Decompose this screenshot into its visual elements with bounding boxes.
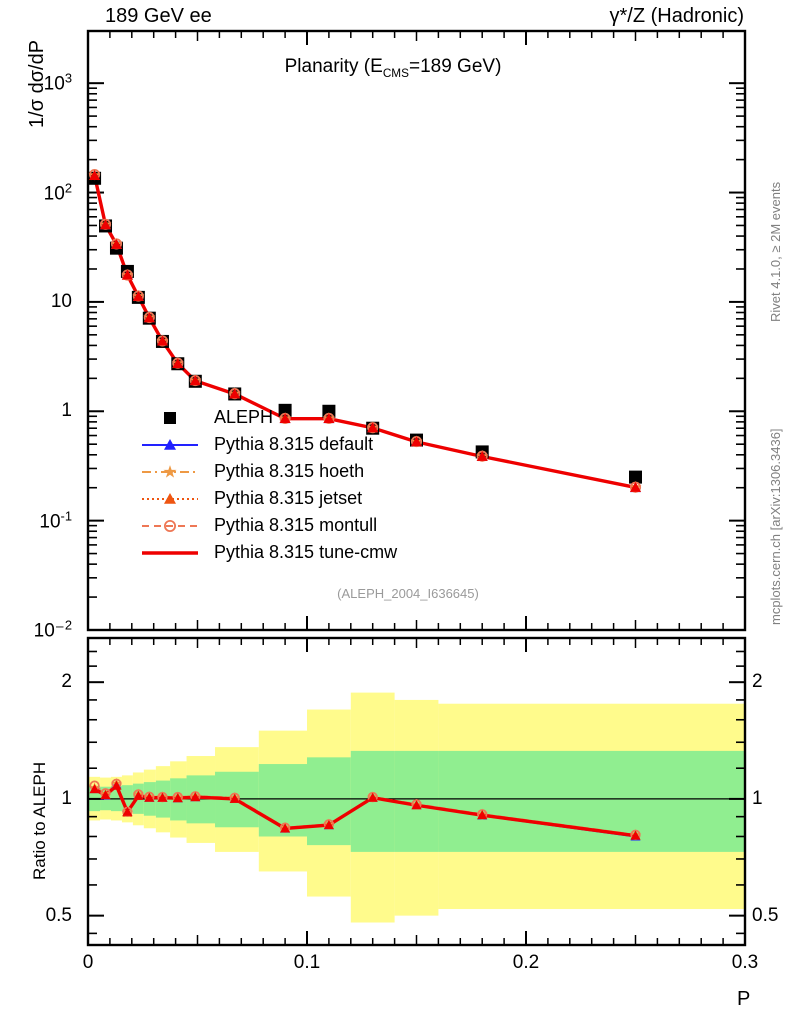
marker-triangle [367,792,378,802]
header-right-process: γ*/Z (Hadronic) [609,5,744,27]
x-axis-label: P [737,988,751,1010]
marker-triangle [110,238,122,249]
y-tick-label-ratio-left: 1 [61,787,72,809]
title-subscript: CMS [382,66,409,80]
y-tick-label-ratio-right: 2 [752,671,763,693]
legend-label: Pythia 8.315 default [214,434,374,454]
legend-item[interactable]: Pythia 8.315 hoeth [140,458,397,485]
marker-triangle [172,793,183,803]
x-tick-label: 0.3 [731,952,759,973]
legend-label: Pythia 8.315 jetset [214,488,363,508]
marker-triangle [279,413,291,424]
legend-label: Pythia 8.315 tune-cmw [214,542,398,562]
marker-triangle [164,492,176,504]
legend-item[interactable]: Pythia 8.315 jetset [140,485,397,512]
marker-square [164,411,176,424]
marker-triangle [164,438,176,450]
marker-square [278,403,292,417]
marker-triangle [157,792,168,802]
marker-triangle [100,219,112,230]
marker-star [163,464,177,478]
legend-key-icon [140,516,200,536]
data-curves [92,174,636,838]
marker-square [629,470,642,484]
inner-uncertainty-band [438,750,526,852]
marker-triangle [229,793,240,803]
legend-key-icon [140,435,200,455]
marker-triangle [630,481,641,492]
marker-triangle [411,436,422,447]
marker-triangle [367,422,379,433]
legend-label: Pythia 8.315 montull [214,515,378,535]
marker-triangle [476,450,488,461]
y-tick-label-main: 1 [61,400,72,422]
legend-key-icon [140,489,200,509]
marker-triangle [172,358,184,368]
y-tick-label-main: 10-1 [39,507,72,533]
legend-label: Pythia 8.315 hoeth [214,461,365,481]
title-main: Planarity (E [284,56,383,77]
rivet-version-label: Rivet 4.1.0, ≥ 2M events [768,181,783,322]
legend-key-icon [140,543,200,563]
y-tick-label-main: 10⁻2 [33,617,72,642]
marker-triangle [143,312,155,323]
legend-key-icon [140,462,200,482]
marker-triangle [132,291,144,301]
marker-triangle [156,335,168,346]
inner-uncertainty-band [307,757,351,846]
analysis-watermark: (ALEPH_2004_I636645) [337,586,479,601]
y-tick-label-main: 103 [43,70,72,95]
y-axis-label-ratio: Ratio to ALEPH [30,761,49,880]
legend-item[interactable]: Pythia 8.315 default [140,431,397,458]
marker-circle [163,519,176,532]
marker-triangle [323,413,335,424]
legend-item[interactable]: Pythia 8.315 montull [140,512,397,539]
legend-item[interactable]: Pythia 8.315 tune-cmw [140,539,397,566]
legend: ALEPH Pythia 8.315 default Pythia 8.315 ho… [140,404,397,566]
y-tick-label-ratio-right: 0.5 [752,904,779,926]
marker-triangle [477,810,488,820]
y-tick-label-ratio-left: 0.5 [45,904,72,926]
page-title: Planarity (ECMS=189 GeV) [285,56,502,80]
marker-triangle [190,792,201,802]
x-tick-label: 0.1 [293,952,321,973]
marker-triangle [89,784,100,794]
marker-triangle [144,792,155,802]
marker-triangle [121,269,133,280]
marker-triangle [411,800,422,810]
axis-ticks [87,31,746,945]
marker-triangle [280,823,291,833]
marker-triangle [100,790,111,800]
ratio-series-line [93,784,636,838]
y-tick-label-main: 102 [43,179,72,205]
marker-triangle [133,790,144,800]
data-markers [88,168,642,841]
marker-triangle [323,820,334,830]
legend-label: ALEPH [214,407,274,427]
title-tail: =189 GeV) [408,56,502,77]
y-tick-label-main: 10 [50,290,72,312]
marker-triangle [229,388,241,399]
marker-triangle [122,806,133,816]
x-tick-label: 0 [82,952,94,973]
marker-triangle [630,830,641,840]
legend-key-icon [140,408,200,428]
series-line [92,175,636,490]
y-tick-label-ratio-left: 2 [61,671,72,693]
marker-triangle [89,170,101,180]
marker-triangle [189,375,201,386]
header-left-energy: 189 GeV ee [105,5,212,27]
x-tick-label: 0.2 [512,952,540,973]
legend-item[interactable]: ALEPH [140,404,397,431]
y-tick-label-ratio-right: 1 [752,787,763,809]
mcplots-source-label: mcplots.cern.ch [arXiv:1306.3436] [768,428,783,625]
marker-triangle [111,780,122,790]
